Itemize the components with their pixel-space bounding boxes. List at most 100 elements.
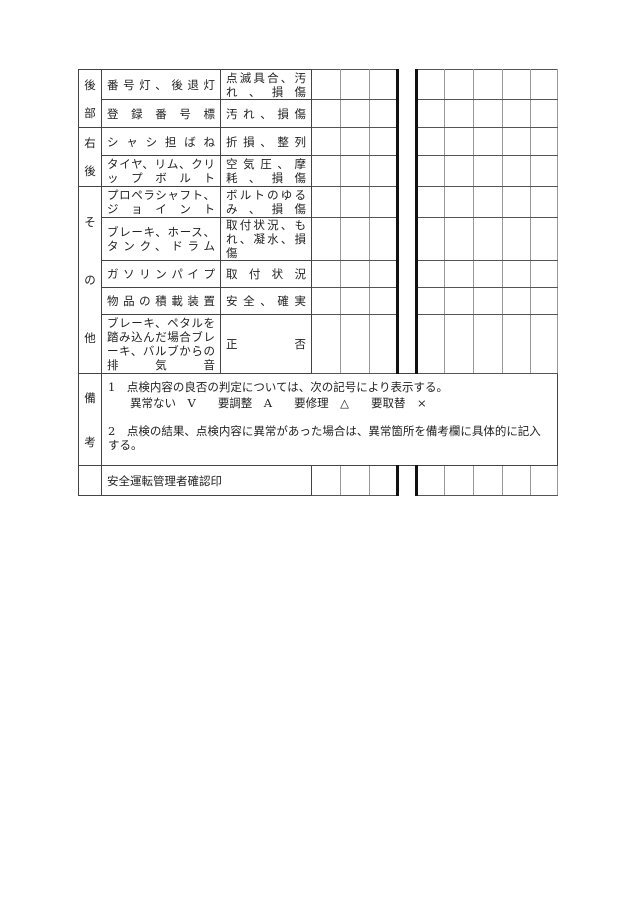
check-cell[interactable] <box>444 314 474 374</box>
check-cell[interactable] <box>473 127 503 156</box>
check-cell[interactable] <box>502 287 531 315</box>
check-cell[interactable] <box>416 99 445 128</box>
check-cell[interactable] <box>444 186 474 218</box>
check-cell[interactable] <box>473 287 503 315</box>
check-cell[interactable] <box>416 287 445 315</box>
check-cell[interactable] <box>311 287 341 315</box>
check-cell[interactable] <box>473 99 503 128</box>
check-cell[interactable] <box>416 217 445 261</box>
check-cell[interactable] <box>340 155 370 187</box>
inspection-content: 正 否 <box>220 314 312 374</box>
check-cell[interactable] <box>530 127 558 156</box>
check-cell[interactable] <box>416 465 445 496</box>
check-cell[interactable] <box>444 287 474 315</box>
check-cell[interactable] <box>473 69 503 100</box>
check-cell[interactable] <box>473 260 503 288</box>
inspection-item: 物品の積載装置 <box>101 287 221 315</box>
group-label: 備考 <box>78 373 102 466</box>
check-cell[interactable] <box>473 186 503 218</box>
check-cell[interactable] <box>369 186 398 218</box>
check-cell[interactable] <box>416 127 445 156</box>
check-cell[interactable] <box>502 186 531 218</box>
check-cell[interactable] <box>530 314 558 374</box>
column-divider <box>396 465 418 496</box>
check-cell[interactable] <box>444 465 474 496</box>
check-cell[interactable] <box>530 69 558 100</box>
check-cell[interactable] <box>530 465 558 496</box>
check-cell[interactable] <box>416 155 445 187</box>
check-cell[interactable] <box>473 217 503 261</box>
check-cell[interactable] <box>340 186 370 218</box>
check-cell[interactable] <box>369 465 398 496</box>
check-cell[interactable] <box>530 287 558 315</box>
check-cell[interactable] <box>369 314 398 374</box>
check-cell[interactable] <box>530 186 558 218</box>
check-cell[interactable] <box>369 127 398 156</box>
check-cell[interactable] <box>311 186 341 218</box>
check-cell[interactable] <box>530 260 558 288</box>
symbol-item: 異常ない V <box>130 396 196 410</box>
check-cell[interactable] <box>530 155 558 187</box>
confirm-label: 安全運転管理者確認印 <box>101 465 312 496</box>
check-cell[interactable] <box>502 155 531 187</box>
check-cell[interactable] <box>311 69 341 100</box>
inspection-content: 取付状況 <box>220 260 312 288</box>
check-cell[interactable] <box>369 69 398 100</box>
check-cell[interactable] <box>530 99 558 128</box>
check-cell[interactable] <box>444 69 474 100</box>
group-char: 右 <box>84 135 96 150</box>
check-cell[interactable] <box>473 465 503 496</box>
check-cell[interactable] <box>369 99 398 128</box>
group-label: 後部 <box>78 69 102 128</box>
check-cell[interactable] <box>473 314 503 374</box>
check-cell[interactable] <box>340 465 370 496</box>
check-cell[interactable] <box>340 217 370 261</box>
table-row: ブレーキ、ホース、タンク、ドラム 取付状況、もれ、凝水、損傷 <box>79 217 558 261</box>
symbol-item: 要修理 △ <box>294 396 349 410</box>
inspection-item: シャシ担ばね <box>101 127 221 156</box>
check-cell[interactable] <box>311 465 341 496</box>
check-cell[interactable] <box>311 155 341 187</box>
check-cell[interactable] <box>530 217 558 261</box>
check-cell[interactable] <box>416 314 445 374</box>
table-row: ブレーキ、ペタルを踏み込んだ場合ブレーキ、バルブからの排気音正 否 <box>79 314 558 374</box>
check-cell[interactable] <box>311 217 341 261</box>
check-cell[interactable] <box>444 155 474 187</box>
check-cell[interactable] <box>502 69 531 100</box>
inspection-content: 点滅具合、汚れ、損傷 <box>220 69 312 100</box>
check-cell[interactable] <box>369 155 398 187</box>
check-cell[interactable] <box>444 217 474 261</box>
check-cell[interactable] <box>340 127 370 156</box>
check-cell[interactable] <box>416 69 445 100</box>
table-row: タイヤ、リム、クリップボルト 空気圧、摩耗、損傷 <box>79 155 558 187</box>
check-cell[interactable] <box>311 260 341 288</box>
check-cell[interactable] <box>369 260 398 288</box>
check-cell[interactable] <box>369 287 398 315</box>
table-row: 後部番号灯、後退灯 点滅具合、汚れ、損傷 <box>78 69 558 374</box>
check-cell[interactable] <box>340 287 370 315</box>
check-cell[interactable] <box>311 314 341 374</box>
check-cell[interactable] <box>502 465 531 496</box>
check-cell[interactable] <box>340 260 370 288</box>
check-cell[interactable] <box>311 127 341 156</box>
check-cell[interactable] <box>473 155 503 187</box>
check-cell[interactable] <box>502 99 531 128</box>
check-cell[interactable] <box>340 69 370 100</box>
check-cell[interactable] <box>502 314 531 374</box>
check-cell[interactable] <box>311 99 341 128</box>
check-cell[interactable] <box>502 260 531 288</box>
symbol-item: 要取替 × <box>370 396 427 410</box>
check-cell[interactable] <box>416 260 445 288</box>
check-cell[interactable] <box>444 127 474 156</box>
check-cell[interactable] <box>340 99 370 128</box>
check-cell[interactable] <box>502 127 531 156</box>
check-cell[interactable] <box>340 314 370 374</box>
group-char: の <box>84 273 96 287</box>
check-cell[interactable] <box>502 217 531 261</box>
remarks-text: 1 点検内容の良否の判定については、次の記号により表示する。 異常ない V 要調整 … <box>101 373 558 466</box>
inspection-item: プロペラシャフト、ジョイント <box>101 186 221 218</box>
check-cell[interactable] <box>369 217 398 261</box>
check-cell[interactable] <box>444 99 474 128</box>
check-cell[interactable] <box>416 186 445 218</box>
check-cell[interactable] <box>444 260 474 288</box>
